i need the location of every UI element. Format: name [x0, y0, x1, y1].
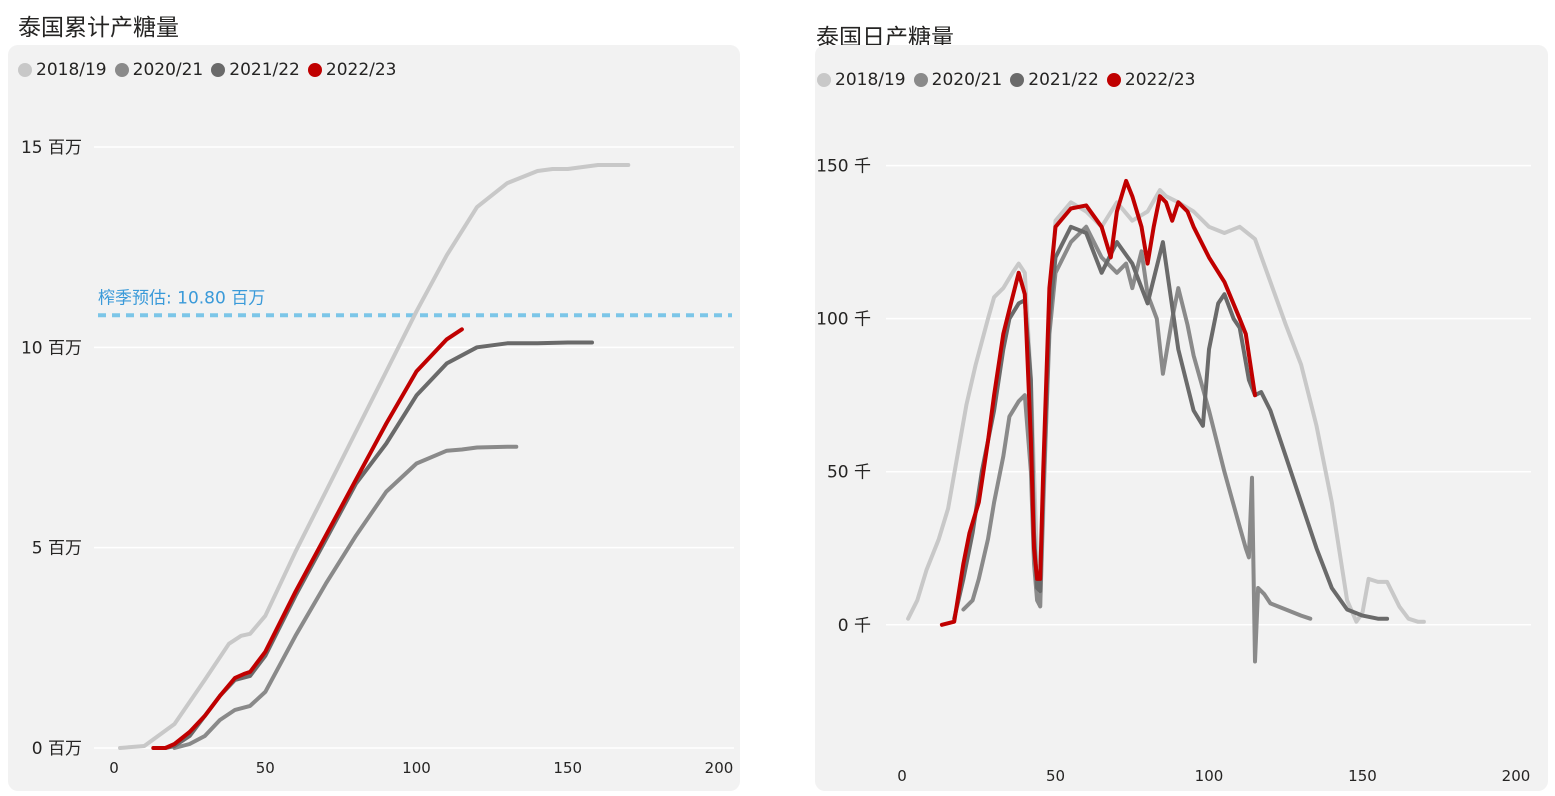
- legend-label: 2018/19: [36, 60, 107, 80]
- y-tick-label-1: 50 千: [827, 463, 871, 483]
- chart-panel-daily: 2018/19 2020/21 2021/22 2022/23 0 千 50 千 100 …: [815, 45, 1548, 791]
- legend-swatch: [1106, 73, 1121, 87]
- legend-swatch: [114, 63, 129, 77]
- series-line-0-1[interactable]: [172, 444, 519, 750]
- legend-swatch: [817, 73, 831, 87]
- x-tick-label-1: 50: [1046, 767, 1065, 785]
- legend-daily[interactable]: 2018/19 2020/21 2021/22 2022/23: [817, 70, 1204, 90]
- series-line-1-1[interactable]: [961, 224, 1313, 664]
- chart-plot-daily: 0 千 50 千 100 千 150 千 0 50 100 150 200: [816, 157, 1531, 785]
- reference-line-label: 榨季预估: 10.80 百万: [98, 288, 265, 308]
- series-line-0-0[interactable]: [118, 163, 631, 750]
- legend-cumulative[interactable]: 2018/19 2020/21 2021/22 2022/23: [18, 60, 405, 80]
- legend-swatch: [307, 63, 322, 77]
- y-tick-label-1: 5 百万: [32, 539, 82, 559]
- y-tick-label-0: 0 千: [838, 616, 871, 636]
- series-line-1-3[interactable]: [939, 178, 1257, 627]
- legend-item-1-1[interactable]: 2020/21: [913, 70, 1003, 90]
- legend-label: 2021/22: [229, 60, 300, 80]
- series-line-0-3[interactable]: [151, 327, 464, 750]
- y-tick-label-3: 150 千: [816, 157, 871, 177]
- chart-panel-cumulative: 2018/19 2020/21 2021/22 2022/23 0 百万 5 百万 10 …: [8, 45, 740, 791]
- x-tick-label-4: 200: [1502, 767, 1531, 785]
- legend-item-1-0[interactable]: 2018/19: [817, 70, 906, 90]
- legend-swatch: [18, 63, 32, 77]
- y-tick-label-0: 0 百万: [32, 739, 82, 759]
- legend-label: 2022/23: [1124, 70, 1196, 90]
- y-tick-label-2: 10 百万: [21, 338, 82, 358]
- legend-swatch: [1010, 73, 1025, 87]
- legend-swatch: [913, 73, 928, 87]
- x-tick-label-3: 150: [1348, 767, 1377, 785]
- y-tick-label-2: 100 千: [816, 310, 871, 330]
- x-tick-label-0: 0: [897, 767, 907, 785]
- legend-item-0-2[interactable]: 2021/22: [211, 60, 300, 80]
- chart-plot-cumulative: 0 百万 5 百万 10 百万 15 百万 0 50 100 150 200 榨季预估: 10.8…: [21, 138, 734, 777]
- legend-item-1-3[interactable]: 2022/23: [1106, 70, 1196, 90]
- x-tick-label-1: 50: [256, 759, 275, 777]
- series-line-1-2[interactable]: [952, 224, 1390, 621]
- legend-swatch: [211, 63, 226, 77]
- chart-title-cumulative: 泰国累计产糖量: [18, 15, 179, 41]
- legend-label: 2018/19: [835, 70, 906, 90]
- legend-label: 2020/21: [931, 70, 1003, 90]
- series-line-1-0[interactable]: [906, 188, 1426, 624]
- x-tick-label-0: 0: [109, 759, 119, 777]
- legend-item-0-3[interactable]: 2022/23: [307, 60, 397, 80]
- legend-item-0-0[interactable]: 2018/19: [18, 60, 107, 80]
- x-tick-label-3: 150: [553, 759, 582, 777]
- legend-item-1-2[interactable]: 2021/22: [1010, 70, 1099, 90]
- legend-item-0-1[interactable]: 2020/21: [114, 60, 204, 80]
- y-tick-label-3: 15 百万: [21, 138, 82, 158]
- x-tick-label-2: 100: [402, 759, 431, 777]
- x-tick-label-4: 200: [705, 759, 734, 777]
- x-tick-label-2: 100: [1195, 767, 1224, 785]
- legend-label: 2020/21: [132, 60, 204, 80]
- legend-label: 2021/22: [1028, 70, 1099, 90]
- legend-label: 2022/23: [325, 60, 397, 80]
